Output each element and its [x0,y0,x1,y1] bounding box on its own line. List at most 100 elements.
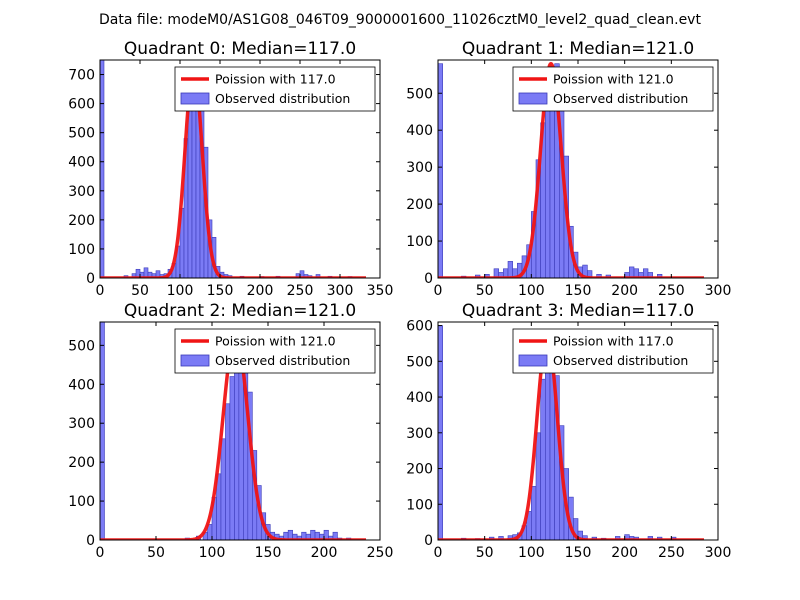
legend-label-observed: Observed distribution [553,91,688,106]
y-tick-label: 300 [68,184,95,200]
y-tick-label: 0 [424,533,433,549]
y-tick-label: 0 [86,533,95,549]
x-tick-label: 150 [207,283,234,299]
x-tick-label: 250 [287,283,314,299]
x-tick-label: 150 [565,283,592,299]
poisson-fit-line [438,334,706,540]
x-tick-label: 0 [96,545,105,561]
x-tick-label: 300 [705,545,732,561]
histogram-bar [220,438,226,540]
x-tick-label: 150 [255,545,282,561]
x-tick-label: 350 [367,283,394,299]
legend: Poission with 121.0 Observed distribution [512,66,714,112]
histogram-bar [100,322,105,540]
plot-area [100,60,368,278]
y-tick-label: 0 [86,271,95,287]
subplot-title: Quadrant 1: Median=121.0 [462,39,694,59]
x-tick-label: 200 [247,283,274,299]
histogram-bar [438,63,443,278]
poisson-fit-line [438,61,706,278]
y-tick-label: 300 [406,160,433,176]
y-tick-label: 200 [406,462,433,478]
y-tick-label: 100 [406,234,433,250]
y-tick-label: 500 [406,354,433,370]
y-tick-label: 300 [68,416,95,432]
y-tick-label: 500 [68,126,95,142]
legend-bar-swatch [180,354,210,367]
x-tick-label: 50 [131,283,149,299]
y-tick-label: 400 [406,123,433,139]
subplot-title: Quadrant 0: Median=117.0 [124,39,356,59]
legend-label-fit: Poission with 121.0 [553,72,674,87]
x-tick-label: 100 [199,545,226,561]
x-tick-label: 300 [327,283,354,299]
x-tick-label: 100 [167,283,194,299]
legend-label-observed: Observed distribution [215,353,350,368]
histogram-bar [545,104,551,278]
histogram-bar [229,376,235,540]
y-tick-label: 400 [68,377,95,393]
subplot-quadrant-0: Quadrant 0: Median=117.0 0 50 100 150 200 250 3… [68,39,393,299]
y-tick-label: 100 [406,497,433,513]
x-tick-label: 100 [518,283,545,299]
subplot-quadrant-3: Quadrant 3: Median=117.0 0 50 100 150 200 250 3… [406,301,731,561]
y-tick-label: 500 [406,86,433,102]
figure-suptitle: Data file: modeM0/AS1G08_046T09_90000016… [99,12,701,28]
histogram-bar [647,272,653,278]
histogram-bar [549,81,555,278]
histogram-bar [540,378,546,540]
histogram-bar [234,348,240,540]
y-tick-label: 600 [68,97,95,113]
x-tick-label: 200 [611,283,638,299]
x-tick-label: 0 [434,283,443,299]
legend-bar-swatch [180,92,210,105]
subplot-grid: Quadrant 0: Median=117.0 0 50 100 150 200 250 3… [68,39,731,561]
x-tick-label: 0 [96,283,105,299]
x-tick-label: 300 [705,283,732,299]
y-tick-label: 200 [406,197,433,213]
y-tick-label: 0 [424,271,433,287]
x-tick-label: 150 [565,545,592,561]
y-tick-label: 600 [406,319,433,335]
axes-frame [99,59,381,279]
y-tick-label: 200 [68,455,95,471]
y-tick-label: 200 [68,213,95,229]
y-tick-label: 100 [68,242,95,258]
histogram-bar [535,432,541,540]
x-tick-label: 200 [311,545,338,561]
legend: Poission with 121.0 Observed distribution [174,328,376,374]
y-tick-label: 100 [68,494,95,510]
x-tick-label: 50 [476,545,494,561]
legend-label-fit: Poission with 117.0 [215,72,336,87]
y-tick-label: 400 [68,155,95,171]
subplot-quadrant-2: Quadrant 2: Median=121.0 0 50 100 150 200 250 0… [68,301,393,561]
x-tick-label: 250 [658,545,685,561]
y-tick-label: 700 [68,68,95,84]
x-tick-label: 100 [518,545,545,561]
histogram-bar [507,261,513,278]
histogram-bar [323,529,329,540]
histogram-bar [100,60,105,278]
legend: Poission with 117.0 Observed distribution [174,66,376,112]
subplot-quadrant-1: Quadrant 1: Median=121.0 0 50 100 150 200 250 3… [406,39,731,299]
x-tick-label: 0 [434,545,443,561]
legend: Poission with 117.0 Observed distribution [512,328,714,374]
x-tick-label: 250 [658,283,685,299]
legend-label-fit: Poission with 117.0 [553,334,674,349]
histogram-bar [531,486,537,540]
y-tick-label: 300 [406,426,433,442]
histogram-bar [332,531,338,540]
legend-bar-swatch [518,92,548,105]
x-tick-label: 50 [147,545,165,561]
x-tick-label: 250 [367,545,394,561]
legend-label-observed: Observed distribution [215,91,350,106]
legend-bar-swatch [518,354,548,367]
x-tick-label: 50 [476,283,494,299]
y-tick-label: 400 [406,390,433,406]
y-tick-label: 500 [68,338,95,354]
subplot-title: Quadrant 2: Median=121.0 [124,301,356,321]
legend-label-observed: Observed distribution [553,353,688,368]
axes-frame [99,321,381,541]
x-tick-label: 200 [611,545,638,561]
